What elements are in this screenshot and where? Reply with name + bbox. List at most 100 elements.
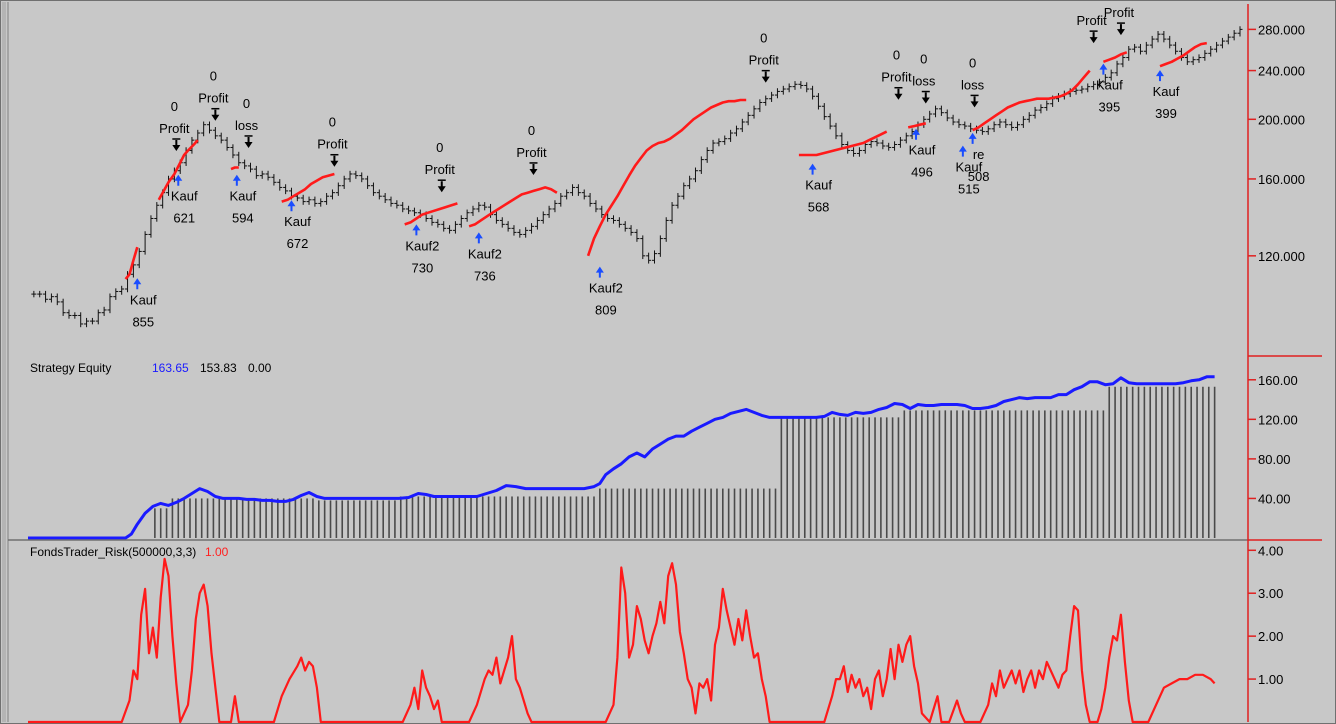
exit-signal-label: Profit	[881, 70, 912, 85]
price-axis-tick: 120.000	[1248, 249, 1305, 264]
price-bar	[769, 91, 775, 102]
price-bar	[148, 215, 154, 238]
risk-line	[28, 557, 1216, 724]
buy-arrow-icon	[133, 278, 142, 290]
exit-signal-label: Profit	[1104, 5, 1135, 20]
price-bar	[1231, 30, 1237, 41]
price-bar	[570, 184, 576, 196]
price-bar	[997, 118, 1003, 128]
price-bar	[1096, 78, 1102, 88]
price-bar	[821, 103, 827, 120]
price-bar	[751, 105, 757, 119]
price-bar	[1015, 121, 1021, 131]
price-bar	[534, 217, 540, 230]
price-bar	[476, 202, 482, 213]
equity-axis-tick: 160.00	[1248, 373, 1298, 388]
buy-signal-label: 515	[958, 182, 980, 197]
price-bar	[815, 93, 821, 110]
exit-signal: 0 Profit	[198, 69, 229, 121]
price-bar	[710, 139, 716, 154]
stop-line-segment	[281, 172, 335, 203]
price-bar	[927, 110, 933, 123]
exit-signal: 0 loss	[235, 96, 259, 148]
buy-signal-label: Kauf	[805, 178, 832, 193]
buy-signal-label: 621	[173, 211, 195, 226]
stop-line-segment	[468, 186, 558, 228]
exit-signal-label: Profit	[425, 162, 456, 177]
buy-signal-label: Kauf2	[468, 246, 502, 261]
price-bar	[370, 182, 376, 196]
price-bar	[218, 132, 224, 144]
price-bar	[1155, 31, 1161, 43]
price-bar	[253, 165, 259, 179]
price-bar	[329, 189, 335, 200]
price-bar	[271, 174, 277, 186]
equity-axis-tick: 80.00	[1248, 452, 1291, 467]
price-bar	[505, 221, 511, 232]
exit-signal-label: Profit	[1076, 13, 1107, 28]
exit-signal-label: Profit	[317, 137, 348, 152]
price-bar	[48, 293, 54, 303]
buy-arrow-icon	[412, 224, 421, 236]
price-bar	[1102, 74, 1108, 86]
exit-arrow-icon	[894, 88, 903, 100]
price-bar	[1149, 35, 1155, 49]
price-bar	[154, 202, 160, 222]
exit-signal-label: loss	[961, 77, 985, 92]
price-axis-tick: 280.000	[1248, 22, 1305, 37]
exit-signal-label: 0	[893, 48, 900, 63]
price-bar	[470, 205, 476, 216]
price-bar	[101, 306, 107, 316]
price-bar	[979, 127, 985, 135]
price-bar	[646, 252, 652, 264]
stop-line-segment	[907, 122, 927, 129]
price-axis-tick-label: 240.000	[1258, 64, 1305, 79]
price-bar	[511, 225, 517, 236]
buy-signal-label: Kauf	[171, 189, 198, 204]
price-bar	[780, 85, 786, 95]
price-axis-tick-label: 200.000	[1258, 112, 1305, 127]
exit-arrow-icon	[970, 96, 979, 108]
price-bar	[558, 193, 564, 207]
price-bar	[985, 125, 991, 135]
equity-value-3: 0.00	[248, 361, 272, 375]
price-bar	[394, 200, 400, 209]
equity-axis-tick: 120.00	[1248, 412, 1298, 427]
price-bar	[1143, 41, 1149, 55]
buy-signal: Kauf 399	[1153, 70, 1180, 121]
price-bar	[247, 162, 253, 173]
price-bar	[792, 81, 798, 90]
price-bar	[1173, 41, 1179, 55]
price-bar	[956, 118, 962, 128]
buy-signal-label: 672	[287, 236, 309, 251]
price-bar	[441, 221, 447, 232]
price-bar	[552, 200, 558, 213]
price-axis-tick-label: 280.000	[1258, 22, 1305, 37]
price-bar	[43, 290, 49, 303]
price-bar	[54, 293, 60, 306]
exit-arrow-icon	[921, 92, 930, 104]
exit-signal: 0 Profit	[749, 31, 779, 83]
price-bar	[429, 215, 435, 226]
price-bar	[728, 129, 734, 142]
exit-signal: 0 loss	[912, 52, 936, 104]
price-bar	[265, 170, 271, 181]
price-bar	[242, 159, 248, 170]
price-bar	[1208, 45, 1214, 57]
equity-axis-ticks: 40.00 80.00 120.00 160.00	[1248, 373, 1298, 506]
price-bar	[634, 229, 640, 242]
stop-line-segment	[1159, 41, 1208, 68]
price-bar	[851, 147, 857, 157]
price-bar	[933, 105, 939, 118]
risk-axis-tick: 3.00	[1248, 586, 1283, 601]
y-axis-right: 120.000 160.000 200.000 240.000 280.000 40.0…	[1247, 4, 1305, 722]
stop-line-segment	[798, 130, 888, 157]
price-bar	[692, 167, 698, 183]
risk-axis-tick: 2.00	[1248, 629, 1283, 644]
exit-signal: 0 Profit	[516, 123, 547, 175]
price-bar	[757, 99, 763, 113]
equity-pane: Strategy Equity 163.65 153.83 0.00	[28, 361, 1216, 540]
buy-signal-label: Kauf	[229, 189, 256, 204]
risk-axis-ticks: 1.00 2.00 3.00 4.00	[1248, 543, 1283, 687]
